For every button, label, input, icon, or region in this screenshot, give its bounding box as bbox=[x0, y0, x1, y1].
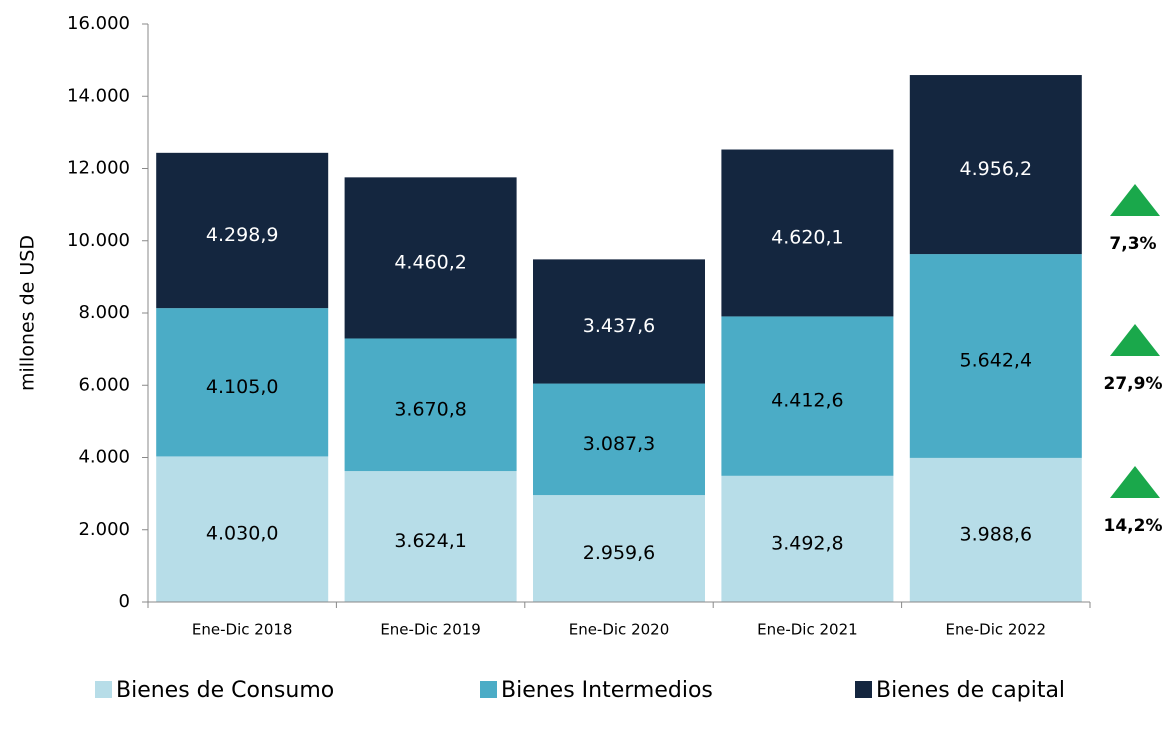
data-label: 3.492,8 bbox=[771, 532, 844, 554]
y-tick-label: 2.000 bbox=[78, 519, 130, 540]
x-tick-label: Ene-Dic 2018 bbox=[192, 621, 293, 639]
legend-swatch bbox=[95, 681, 112, 698]
y-axis-label: millones de USD bbox=[17, 235, 39, 391]
data-label: 3.087,3 bbox=[583, 433, 656, 455]
data-label: 4.620,1 bbox=[771, 226, 844, 248]
y-tick-label: 6.000 bbox=[78, 374, 130, 395]
y-tick-label: 8.000 bbox=[78, 302, 130, 323]
change-label: 14,2% bbox=[1104, 516, 1163, 536]
y-tick-label: 12.000 bbox=[67, 158, 130, 179]
data-label: 4.298,9 bbox=[206, 224, 279, 246]
data-label: 3.670,8 bbox=[394, 398, 467, 420]
data-label: 4.105,0 bbox=[206, 376, 279, 398]
data-label: 4.030,0 bbox=[206, 523, 279, 545]
bar-segment bbox=[533, 495, 705, 602]
data-label: 2.959,6 bbox=[583, 542, 656, 564]
x-tick-label: Ene-Dic 2019 bbox=[380, 621, 481, 639]
y-tick-label: 14.000 bbox=[67, 85, 130, 106]
bar-segment bbox=[533, 383, 705, 496]
y-tick-label: 4.000 bbox=[78, 447, 130, 468]
change-label: 27,9% bbox=[1104, 374, 1163, 394]
data-label: 5.642,4 bbox=[960, 349, 1033, 371]
up-triangle bbox=[1110, 466, 1160, 498]
data-label: 4.412,6 bbox=[771, 390, 844, 412]
bar-segment bbox=[909, 254, 1082, 458]
bar-segment bbox=[156, 456, 329, 602]
bar-segment bbox=[344, 177, 517, 339]
data-label: 3.624,1 bbox=[394, 530, 467, 552]
change-label: 7,3% bbox=[1109, 234, 1156, 254]
data-label: 3.988,6 bbox=[960, 523, 1033, 545]
bar-segment bbox=[721, 475, 894, 602]
x-tick-label: Ene-Dic 2020 bbox=[569, 621, 670, 639]
data-label: 4.956,2 bbox=[960, 158, 1033, 180]
bar-segment bbox=[156, 152, 329, 309]
bar-segment bbox=[156, 308, 329, 457]
bar-segment bbox=[909, 75, 1082, 255]
up-triangle bbox=[1110, 184, 1160, 216]
legend-label: Bienes de capital bbox=[876, 678, 1065, 703]
bar-segment bbox=[344, 338, 517, 472]
bar-segment bbox=[344, 471, 517, 602]
bar-segment bbox=[533, 259, 705, 384]
y-tick-label: 0 bbox=[119, 591, 130, 612]
legend-swatch bbox=[480, 681, 497, 698]
x-tick-label: Ene-Dic 2021 bbox=[757, 621, 858, 639]
up-triangle bbox=[1110, 324, 1160, 356]
y-tick-label: 10.000 bbox=[67, 230, 130, 251]
legend-swatch bbox=[855, 681, 872, 698]
bar-segment bbox=[721, 316, 894, 476]
bar-segment bbox=[909, 457, 1082, 602]
legend-label: Bienes Intermedios bbox=[501, 678, 713, 703]
data-label: 4.460,2 bbox=[394, 251, 467, 273]
legend-label: Bienes de Consumo bbox=[116, 678, 334, 703]
x-tick-label: Ene-Dic 2022 bbox=[946, 621, 1047, 639]
y-tick-label: 16.000 bbox=[67, 13, 130, 34]
bar-segment bbox=[721, 149, 894, 317]
data-label: 3.437,6 bbox=[583, 315, 656, 337]
